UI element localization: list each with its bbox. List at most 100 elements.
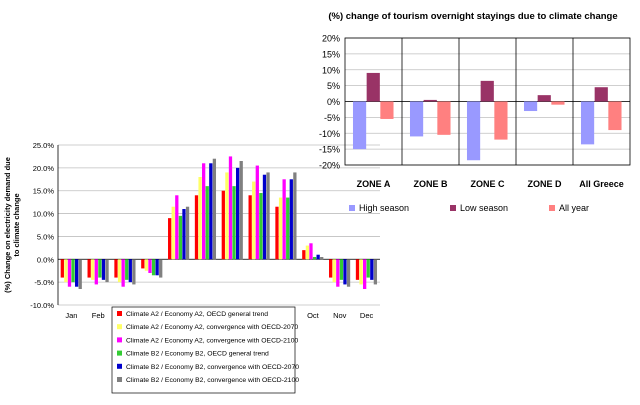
bar [151, 259, 156, 276]
x-tick-label: ZONE C [470, 179, 505, 189]
bar [409, 101, 424, 137]
bar [121, 259, 125, 287]
x-tick-label: Nov [333, 311, 347, 320]
y-tick-label: 0% [327, 97, 340, 107]
legend-label: Climate A2 / Economy A2, convergence wit… [126, 337, 298, 344]
bar [366, 72, 380, 102]
bar [64, 259, 68, 283]
bar [339, 259, 344, 280]
y-tick-label: 20% [322, 34, 340, 44]
bar [594, 87, 608, 102]
legend-box [111, 306, 296, 394]
bar [91, 259, 95, 280]
bar [355, 259, 360, 280]
x-tick-label: ZONE D [527, 179, 562, 189]
x-tick-label: Dec [360, 311, 374, 320]
legend-label: Climate B2 / Economy B2, OECD general tr… [126, 351, 269, 358]
y-axis-label-line: to climate change [12, 193, 21, 256]
legend-label: High season [359, 203, 409, 213]
y-tick-label: -20% [319, 161, 340, 171]
bar [275, 206, 279, 260]
bar [148, 259, 152, 273]
bar [114, 259, 118, 278]
bar [370, 259, 374, 280]
x-tick-label: All Greece [579, 179, 624, 189]
bar [194, 195, 199, 260]
bar [480, 80, 494, 102]
bar [98, 259, 102, 278]
bar [202, 163, 206, 260]
bar [523, 101, 538, 112]
bar [262, 174, 267, 260]
bar [128, 259, 132, 283]
bar [105, 259, 109, 283]
bar [320, 257, 324, 260]
y-axis-label-line: (%) Change on electricity demand due [3, 157, 12, 293]
x-tick-label: Feb [92, 311, 105, 320]
x-tick-label: Oct [307, 311, 320, 320]
bar [175, 195, 179, 260]
y-tick-label: 15.0% [33, 187, 55, 196]
bar [282, 179, 286, 260]
bar [71, 259, 75, 283]
bar [346, 259, 351, 287]
bar [221, 190, 225, 260]
bar [466, 101, 481, 161]
bar [551, 101, 565, 105]
bar [235, 167, 240, 260]
bar [359, 259, 363, 285]
bar [266, 172, 270, 260]
bar [302, 250, 306, 260]
y-tick-label: 5% [327, 81, 340, 91]
bar [608, 101, 622, 131]
bar [209, 163, 213, 260]
legend-label: Climate A2 / Economy A2, OECD general tr… [126, 311, 268, 318]
tourism-chart: (%) change of tourism overnight stayings… [319, 11, 631, 213]
bar [537, 95, 551, 102]
bar [212, 158, 217, 260]
bar [228, 156, 233, 260]
bar [494, 101, 508, 140]
bar [336, 259, 340, 287]
bar [366, 259, 370, 278]
bar [363, 259, 367, 289]
y-tick-label: -5.0% [34, 278, 54, 287]
y-tick-label: 15% [322, 49, 340, 59]
bar [155, 259, 159, 276]
bar [182, 209, 186, 260]
bar [352, 101, 367, 150]
legend-swatch [117, 311, 122, 316]
bar [101, 259, 106, 280]
legend-label: Climate B2 / Economy B2, convergence wit… [126, 377, 299, 384]
y-tick-label: 10.0% [33, 210, 55, 219]
bar [316, 254, 320, 260]
bar [289, 179, 293, 260]
x-tick-label: ZONE A [357, 179, 391, 189]
y-tick-label: -10% [319, 129, 340, 139]
bar [580, 101, 595, 145]
y-axis-label: (%) Change on electricity demand dueto c… [3, 157, 21, 293]
bar [309, 243, 313, 260]
bar [252, 181, 256, 260]
chart-title: (%) change of tourism overnight stayings… [328, 11, 617, 22]
bar [286, 197, 290, 260]
bar [255, 165, 259, 260]
bar [373, 259, 378, 285]
bar [312, 257, 317, 260]
legend-swatch [117, 377, 122, 382]
bar [329, 259, 333, 278]
bar [94, 259, 98, 285]
legend-swatch [117, 324, 122, 330]
y-tick-label: 20.0% [33, 164, 55, 173]
bar [125, 259, 129, 280]
legend-swatch [349, 205, 355, 211]
x-tick-label: Jan [65, 311, 77, 320]
bar [185, 206, 190, 260]
bar [259, 193, 263, 260]
bar [78, 259, 82, 289]
y-tick-label: 0.0% [37, 255, 54, 264]
bar [232, 186, 236, 260]
y-tick-label: 5.0% [37, 232, 54, 241]
legend-label: Low season [460, 203, 508, 213]
